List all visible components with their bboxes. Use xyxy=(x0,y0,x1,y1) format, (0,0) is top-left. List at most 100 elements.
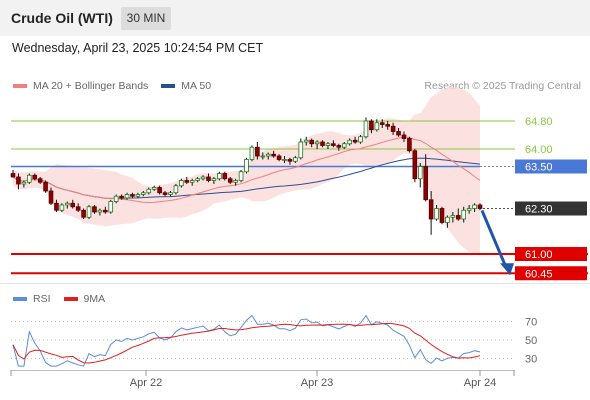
candle-body xyxy=(146,188,152,194)
candle xyxy=(293,156,298,163)
candle-body xyxy=(168,192,173,195)
candle xyxy=(16,173,21,190)
candle-body xyxy=(385,124,390,127)
candle-body xyxy=(325,143,331,146)
candle xyxy=(439,206,445,225)
candle xyxy=(363,117,369,139)
candle xyxy=(407,136,412,153)
last-price-tag-label: 62.30 xyxy=(525,204,553,216)
candle-body xyxy=(65,202,70,206)
candle-body xyxy=(162,192,168,195)
research-credit: Research © 2025 Trading Central xyxy=(424,80,581,92)
candle-body xyxy=(450,215,456,218)
candle-body xyxy=(255,146,260,157)
candle-body xyxy=(200,176,206,180)
candle xyxy=(309,138,314,148)
forecast-arrow xyxy=(480,209,508,268)
candle xyxy=(401,131,407,142)
candle xyxy=(369,119,374,134)
candle-body xyxy=(233,180,238,183)
support-2-tag xyxy=(515,266,587,281)
candle-body xyxy=(260,155,266,158)
candle xyxy=(195,177,200,183)
legend-label-ma20: MA 20 + Bollinger Bands xyxy=(33,80,149,92)
resistance-2-label: 64.80 xyxy=(525,116,553,128)
candle xyxy=(222,171,228,181)
candle xyxy=(417,163,423,188)
candle xyxy=(477,203,483,211)
candle-body xyxy=(401,134,407,139)
candle xyxy=(358,135,363,144)
candle xyxy=(65,201,70,209)
candle-body xyxy=(108,201,114,213)
candle xyxy=(97,208,103,216)
candle-body xyxy=(179,180,184,187)
candle xyxy=(298,138,304,160)
ma20-swatch xyxy=(13,84,27,88)
candle-body xyxy=(10,173,16,178)
candle-body xyxy=(103,209,108,213)
candle xyxy=(379,119,385,128)
candle xyxy=(249,145,255,162)
candle-body xyxy=(54,202,59,211)
candle xyxy=(331,140,336,148)
candle-body xyxy=(59,204,65,211)
candle-body xyxy=(379,122,385,125)
candle-body xyxy=(227,178,233,183)
candle-body xyxy=(16,176,21,185)
last-price-tag xyxy=(515,201,587,216)
candle xyxy=(130,192,135,198)
candle xyxy=(157,185,162,195)
legend-item-rsi: RSI xyxy=(13,293,51,305)
rsi-line xyxy=(12,314,481,367)
candle-body xyxy=(32,174,38,180)
candle-body xyxy=(369,120,374,131)
candle xyxy=(151,185,157,191)
candle xyxy=(325,142,331,149)
candle-body xyxy=(119,195,124,199)
chart-timestamp: Wednesday, April 23, 2025 10:24:54 PM CE… xyxy=(12,41,264,55)
candle xyxy=(162,191,168,197)
legend-label-rsi: RSI xyxy=(33,293,51,305)
candle-body xyxy=(396,131,401,136)
candle xyxy=(146,187,152,195)
candle xyxy=(390,122,396,135)
candle-body xyxy=(352,139,358,143)
candle xyxy=(255,142,260,160)
candle xyxy=(412,149,418,183)
candle xyxy=(86,205,92,219)
candle xyxy=(455,208,461,221)
candle xyxy=(189,178,195,186)
timeframe-badge[interactable]: 30 MIN xyxy=(121,7,171,30)
candle-body xyxy=(390,125,396,132)
candle-body xyxy=(331,143,336,146)
candle-body xyxy=(211,178,217,181)
candle xyxy=(466,205,472,214)
forecast-arrowhead xyxy=(500,263,514,276)
candle xyxy=(336,143,342,151)
candle-body xyxy=(265,153,271,157)
candle-body xyxy=(461,209,467,220)
candle xyxy=(314,140,320,149)
support-2-tag-label: 60.45 xyxy=(525,268,553,280)
candle xyxy=(70,199,76,209)
candle-body xyxy=(287,159,293,162)
rsi-tick-70: 70 xyxy=(525,316,537,328)
candle xyxy=(303,136,309,146)
candle xyxy=(450,212,456,223)
legend-item-ma50: MA 50 xyxy=(161,80,211,92)
candle-body xyxy=(37,178,43,183)
candle-body xyxy=(244,159,249,173)
candle xyxy=(32,173,38,181)
candle xyxy=(238,170,244,183)
candle-body xyxy=(276,155,282,160)
candle xyxy=(48,187,54,205)
candle-body xyxy=(439,208,445,223)
candle-body xyxy=(466,208,472,211)
support-1-tag xyxy=(515,247,587,261)
candle-body xyxy=(113,195,119,202)
candle-body xyxy=(282,159,287,161)
candle-body xyxy=(238,171,244,181)
candle-body xyxy=(135,194,141,197)
